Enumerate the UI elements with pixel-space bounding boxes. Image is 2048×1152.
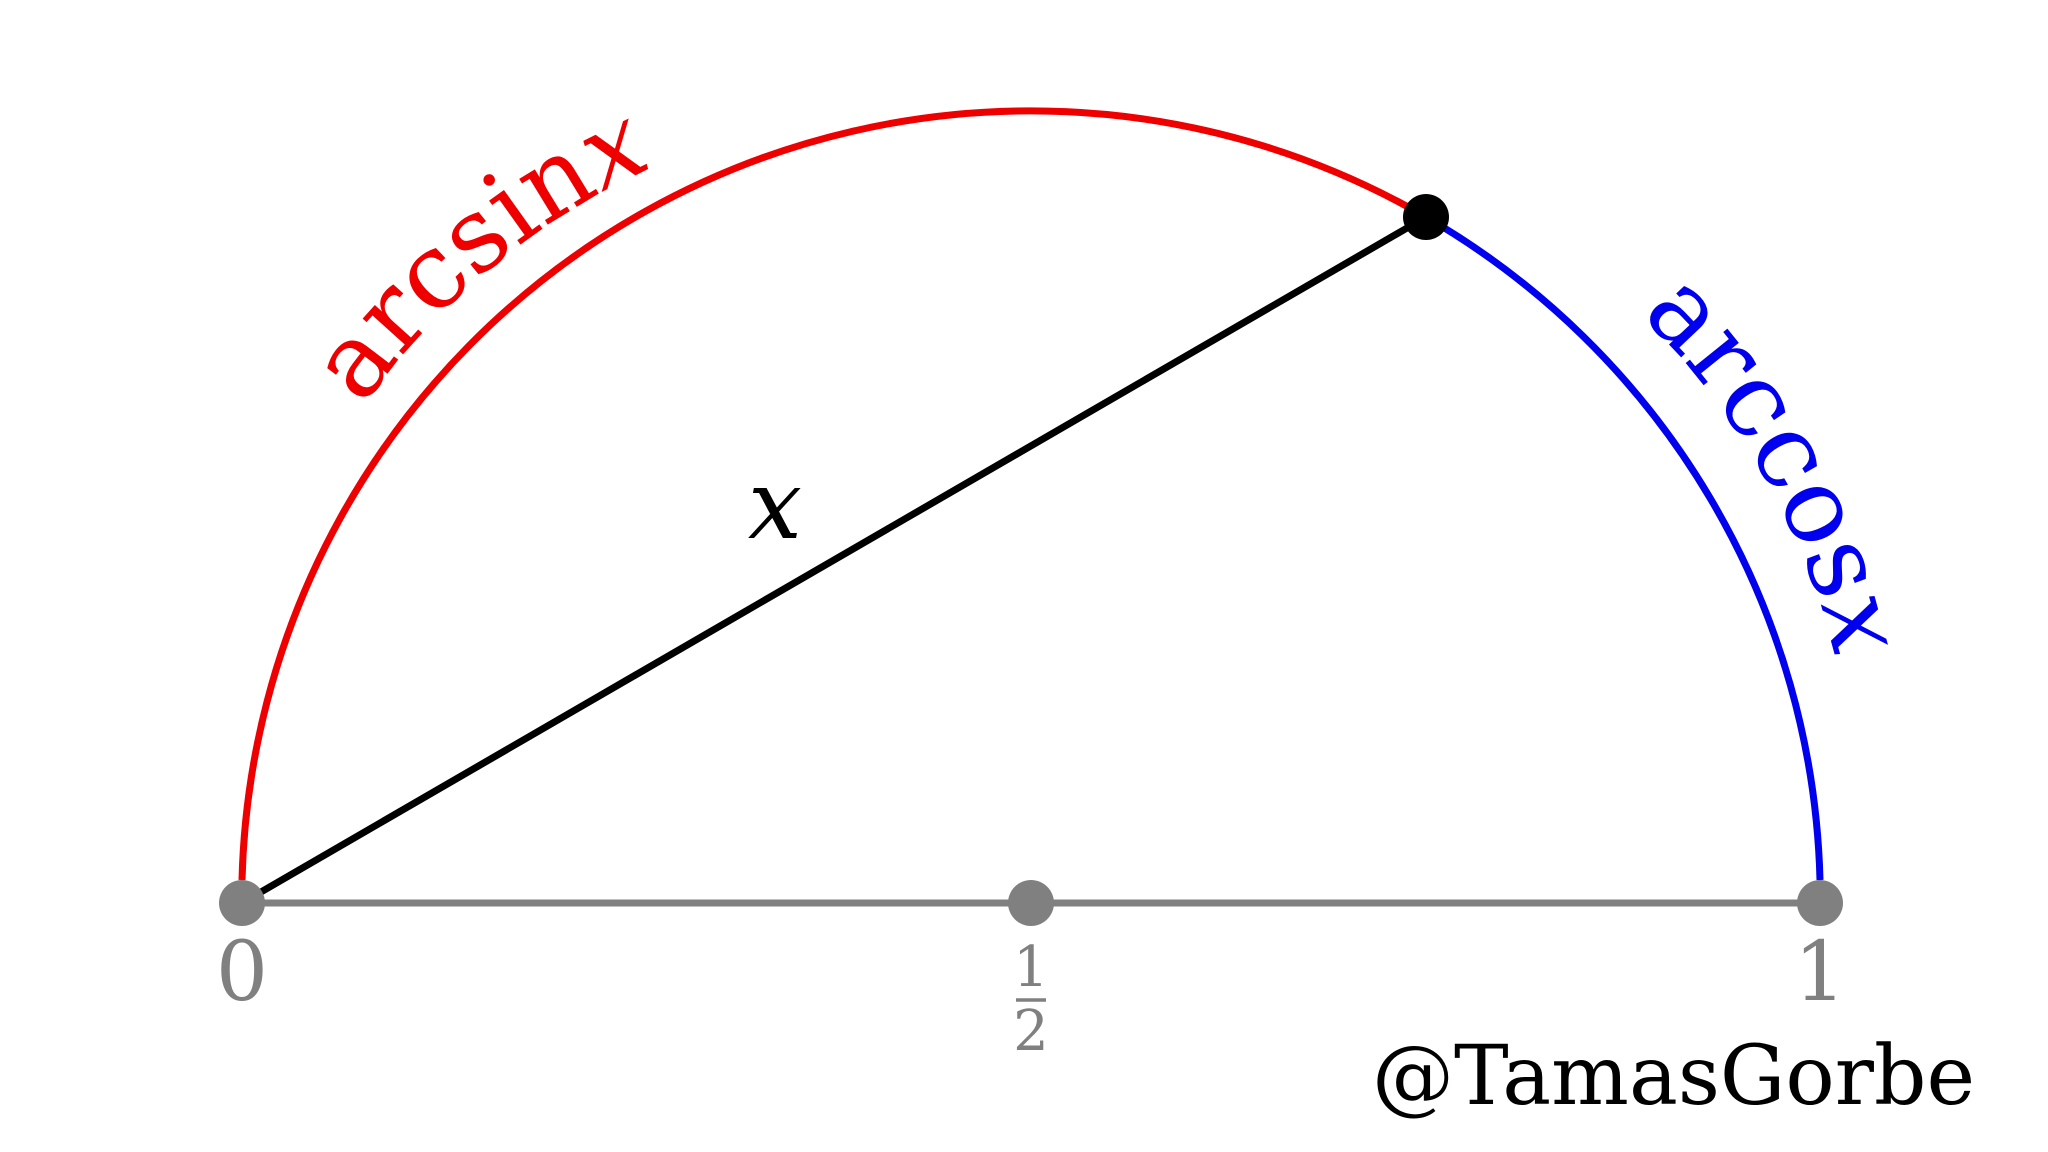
- chord-line: [238, 213, 1430, 907]
- point-zero: [219, 880, 265, 926]
- tick-label-half-denominator: 2: [1013, 999, 1049, 1064]
- tick-label-zero: 0: [216, 925, 268, 1020]
- arcsin-arc: [238, 107, 1428, 881]
- point-half: [1008, 880, 1054, 926]
- arcsin-label: arcsinx: [285, 79, 665, 422]
- point-one: [1797, 880, 1843, 926]
- arccos-arc: [1424, 213, 1824, 881]
- arccos-label: arccos x: [1622, 248, 1930, 668]
- tick-label-one: 1: [1794, 925, 1846, 1020]
- chord-label: x: [748, 449, 802, 561]
- point-on-arc: [1403, 194, 1449, 240]
- tick-label-half-numerator: 1: [1013, 935, 1049, 1000]
- watermark: @TamasGorbe: [1372, 1029, 1975, 1124]
